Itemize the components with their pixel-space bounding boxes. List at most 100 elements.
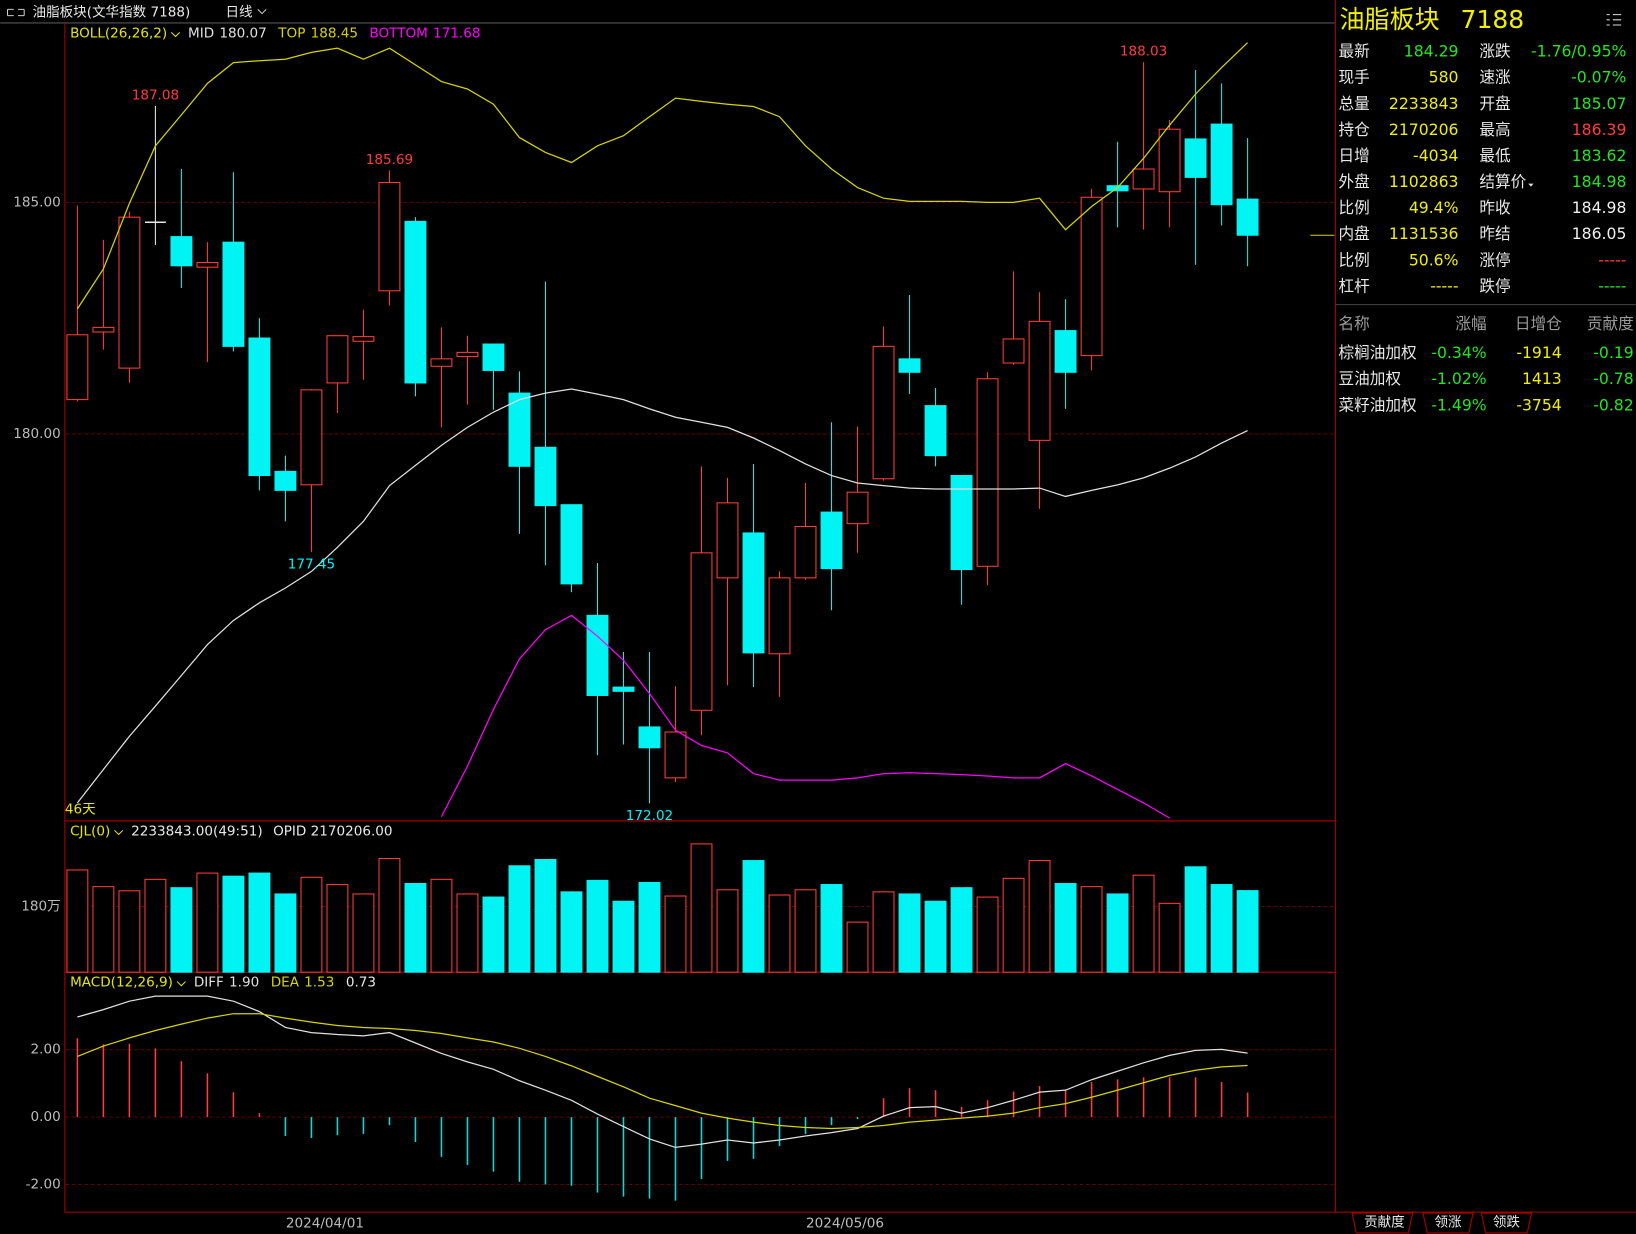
quote-value: 1102863 [1389,172,1459,191]
volume-bar [170,887,193,973]
tab[interactable] [1351,1212,1414,1234]
legend-value: 180.07 [219,25,266,41]
candle-body [248,337,271,477]
quote-label: 持仓 [1339,120,1371,139]
quote-label: 杠杆 [1339,276,1371,295]
title-bar: 油脂板块(文华指数 7188) 日线 [6,5,267,21]
volume-bar [534,858,557,973]
candle-body [404,220,427,384]
quote-label: 昨结 [1479,224,1510,243]
candle-body [300,389,323,486]
quote-label: 最高 [1479,120,1510,139]
tab-label[interactable]: 领跌 [1493,1215,1521,1231]
legend-value: 2233843.00(49:51) [131,823,262,839]
volume-bar [1158,902,1181,973]
quote-code: 7188 [1461,5,1525,34]
volume-bar [716,889,739,973]
candle-body [118,216,141,369]
tab[interactable] [1480,1212,1533,1234]
quote-panel: 油脂板块 7188 最新 184.29 现手 580 总量 2233843 持仓 2170206 日… [1339,5,1635,414]
volume-bar [1106,893,1129,973]
legend-name: MID [188,25,214,41]
volume-bar [144,878,167,973]
volume-bar [742,860,765,973]
x-tick-label: 2024/05/06 [806,1216,884,1232]
dropdown-arrow [170,31,181,38]
quote-value: 50.6% [1409,250,1459,269]
candle-body [1080,196,1103,357]
volume-bar [846,921,869,973]
period-selector[interactable]: 日线 [226,5,254,21]
legend-value: OPID 2170206.00 [273,823,392,839]
legend-name: DIFF [194,975,224,991]
component-cell: 棕榈油加权 [1339,343,1418,362]
legend-value: 1.53 [304,975,334,991]
quote-value: -0.07% [1571,68,1626,87]
extreme-label: 187.08 [132,88,179,104]
column-header: 涨幅 [1455,314,1486,333]
quote-value: ----- [1598,250,1626,269]
candle-body [924,405,947,457]
candle-body [638,726,661,749]
tab-label[interactable]: 贡献度 [1364,1215,1405,1231]
candle-body [664,731,687,779]
candle-body [92,326,115,333]
y-tick-label: -2.00 [26,1176,61,1192]
volume-bar [508,865,531,973]
quote-value: 49.4% [1409,198,1459,217]
component-cell: 豆油加权 [1339,369,1402,388]
boll-line [76,42,1248,310]
quote-value: 2170206 [1389,120,1459,139]
macd-line [77,995,1248,1149]
volume-bar [898,893,921,973]
indicator-title: CJL(0) [70,823,110,839]
volume-bar [222,875,245,973]
quote-label: 比例 [1339,198,1370,217]
volume-bar [274,893,297,973]
candle-body [66,334,89,401]
indicator-title: BOLL(26,26,2) [70,25,167,41]
component-cell: 1413 [1522,369,1562,388]
volume-bar [300,876,323,973]
quote-value: 186.39 [1572,120,1627,139]
component-cell: 菜籽油加权 [1339,395,1418,414]
volume-bar [378,857,401,973]
candle-body [196,262,219,268]
volume-bar [638,881,661,973]
candle-body [378,181,401,292]
tab-label[interactable]: 领涨 [1434,1215,1462,1231]
candle-body [690,552,713,711]
dropdown-arrow [114,829,124,836]
volume-bar [326,884,349,973]
quote-value: 183.62 [1572,146,1627,165]
volume-bar [690,843,713,973]
volume-bar [248,872,271,973]
volume-bar [820,884,843,973]
quote-label: 现手 [1339,68,1370,87]
y-tick-label: 185.00 [13,194,60,210]
column-header: 贡献度 [1587,314,1634,333]
component-cell: -0.78 [1593,369,1633,388]
menu-icon[interactable] [1606,14,1622,26]
extreme-label: 188.03 [1120,44,1167,60]
tab[interactable] [1422,1212,1474,1234]
volume-bar [1132,874,1155,973]
extreme-label: 177.45 [288,556,335,572]
column-header: 名称 [1339,314,1370,333]
quote-value: 2233843 [1389,94,1459,113]
candle-body [794,525,817,579]
candle-body [1236,198,1259,236]
dropdown-arrow[interactable] [257,9,267,15]
window-title: 油脂板块(文华指数 7188) [33,5,191,21]
volume-bar [1054,882,1077,973]
y-tick-label: 2.00 [31,1042,61,1058]
legend-value: 188.45 [311,25,358,41]
candle-body [482,343,505,371]
quote-name: 油脂板块 [1340,5,1440,34]
candle-body [1132,168,1155,190]
volume-bar [196,872,219,973]
quote-label: 跌停 [1479,276,1510,295]
days-label: 46天 [65,801,96,817]
volume-bar [612,900,635,973]
